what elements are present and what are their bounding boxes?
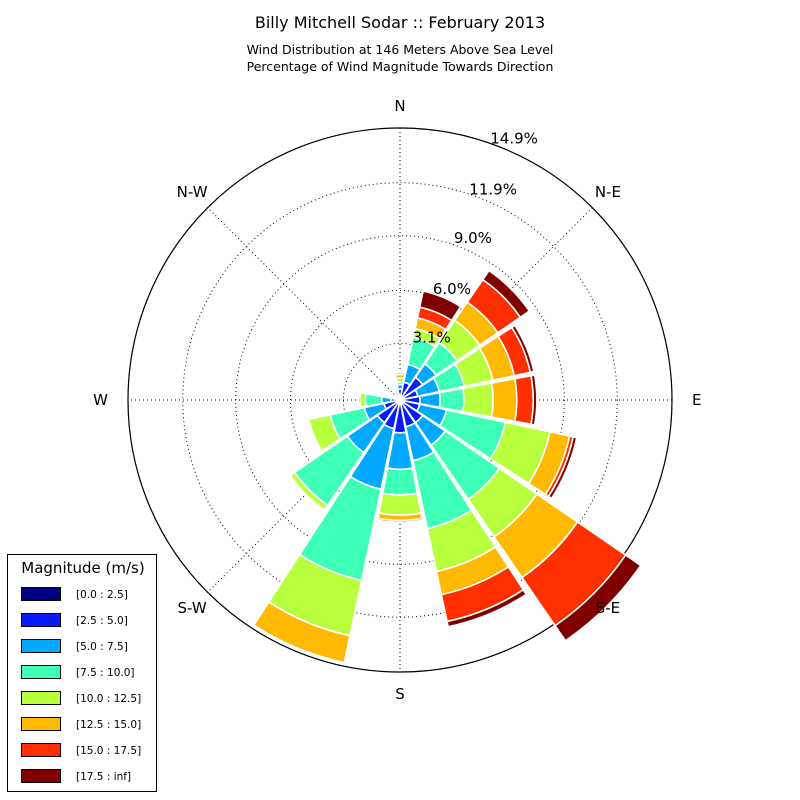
ring-label-4: 11.9% [469, 180, 517, 198]
legend-label: [12.5 : 15.0] [76, 719, 142, 731]
bar-S-bin-5 [378, 492, 422, 516]
legend-label: [7.5 : 10.0] [76, 667, 135, 679]
ring-label-5: 14.9% [490, 130, 538, 148]
legend-label: [0.0 : 2.5] [76, 589, 128, 601]
grid-ring-3 [235, 235, 565, 565]
bar-WSW-bin-5 [307, 413, 342, 452]
bar-E-bin-8 [530, 374, 538, 426]
direction-label-w: W [93, 391, 108, 409]
chart-subtitle-line-2: Percentage of Wind Magnitude Towards Dir… [247, 59, 554, 74]
direction-label-n: N [394, 97, 405, 115]
legend-swatch [21, 665, 61, 679]
bar-WNW-bin-5 [390, 393, 395, 400]
bar-SSW-bin-6 [252, 600, 351, 664]
bar-E-bin-7 [513, 374, 535, 426]
chart-title: Billy Mitchell Sodar :: February 2013 [255, 13, 545, 32]
outer-circle [127, 127, 673, 673]
bar-S-bin-4 [381, 467, 419, 496]
bar-W-bin-4 [364, 392, 383, 408]
direction-label-s: S [395, 685, 405, 703]
ring-label-1: 3.1% [413, 329, 451, 347]
grid-ring-4 [182, 182, 618, 618]
bar-N-bin-7 [394, 371, 406, 376]
bar-NNW-bin-5 [393, 389, 400, 394]
legend-label: [15.0 : 17.5] [76, 745, 142, 757]
bar-ESE-bin-8 [547, 435, 578, 500]
bar-SSE-bin-8 [446, 588, 528, 628]
direction-label-s-w: S-W [178, 599, 207, 617]
direction-label-n-w: N-W [177, 183, 208, 201]
legend-swatch [21, 743, 61, 757]
legend-label: [2.5 : 5.0] [76, 615, 128, 627]
legend-swatch [21, 717, 61, 731]
bar-E-bin-4 [438, 387, 465, 413]
legend-swatch [21, 587, 61, 601]
bar-NNE-bin-8 [418, 290, 462, 322]
legend-label: [10.0 : 12.5] [76, 693, 142, 705]
legend-label: [17.5 : inf] [76, 771, 132, 783]
legend-swatch [21, 769, 61, 783]
bar-E-bin-6 [490, 377, 518, 423]
bar-ENE-bin-8 [510, 324, 535, 374]
ring-label-2: 6.0% [433, 280, 471, 298]
direction-label-e: E [692, 391, 701, 409]
bar-W-bin-3 [380, 395, 392, 405]
windrose-bars [252, 269, 642, 664]
legend-title: Magnitude (m/s) [21, 559, 145, 577]
chart-subtitle-line-1: Wind Distribution at 146 Meters Above Se… [247, 42, 554, 57]
legend-swatch [21, 639, 61, 653]
legend-label: [5.0 : 7.5] [76, 641, 128, 653]
bar-S-bin-7 [376, 517, 424, 524]
legend-swatch [21, 691, 61, 705]
legend-swatch [21, 613, 61, 627]
direction-label-n-e: N-E [595, 183, 621, 201]
direction-label-s-e: S-E [596, 599, 620, 617]
bar-E-bin-5 [461, 382, 494, 418]
bar-SE-bin-8 [553, 553, 642, 642]
legend: Magnitude (m/s) [0.0 : 2.5] [2.5 : 5.0] [5… [7, 554, 157, 792]
polar-labels: N N-E E S-E S S-W W N-W 3.1% 6.0% 9.0% 11.9% 14.9% [93, 97, 701, 703]
bar-W-bin-5 [359, 391, 367, 409]
ring-label-3: 9.0% [454, 229, 492, 247]
bar-NE-bin-8 [481, 269, 531, 319]
bar-SW-bin-5 [289, 471, 329, 511]
